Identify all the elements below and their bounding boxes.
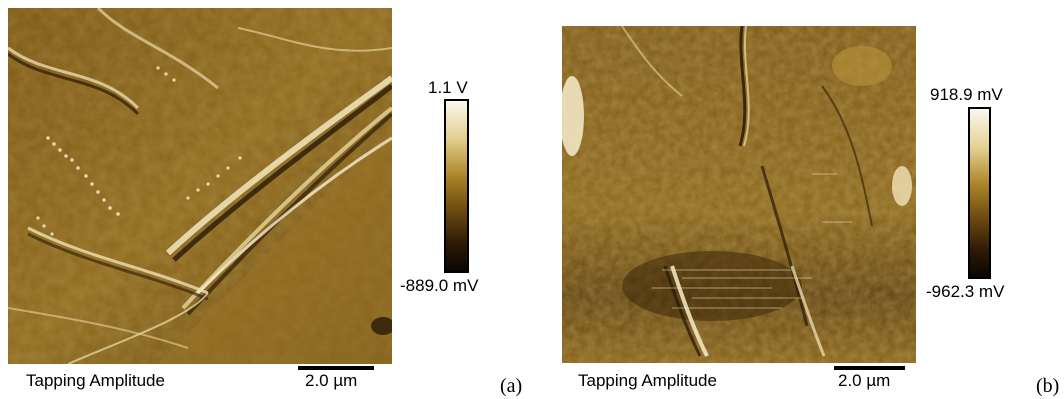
scale-bar-a (298, 366, 374, 370)
colorbar-max-a: 1.1 V (428, 78, 468, 97)
panel-tag-a: (a) (500, 375, 523, 397)
afm-image-b (562, 26, 916, 363)
afm-image-a (8, 8, 392, 364)
colorbar-min-b: -962.3 mV (926, 282, 1005, 301)
afm-texture-a (8, 8, 392, 364)
scale-bar-label-b: 2.0 µm (838, 371, 891, 390)
caption-b: Tapping Amplitude (578, 371, 717, 390)
colorbar-a (444, 99, 469, 273)
scale-bar-b (834, 366, 905, 370)
colorbar-min-a: -889.0 mV (400, 276, 479, 295)
panel-tag-b: (b) (1036, 375, 1060, 397)
panel-a: Tapping Amplitude 2.0 µm 1.1 V -889.0 mV… (0, 0, 530, 399)
afm-texture-b (562, 26, 916, 363)
panel-b: Tapping Amplitude 2.0 µm 918.9 mV -962.3… (530, 0, 1064, 399)
scale-bar-label-a: 2.0 µm (305, 371, 358, 390)
colorbar-b (968, 107, 991, 279)
caption-a: Tapping Amplitude (26, 371, 165, 390)
colorbar-max-b: 918.9 mV (930, 85, 1003, 104)
